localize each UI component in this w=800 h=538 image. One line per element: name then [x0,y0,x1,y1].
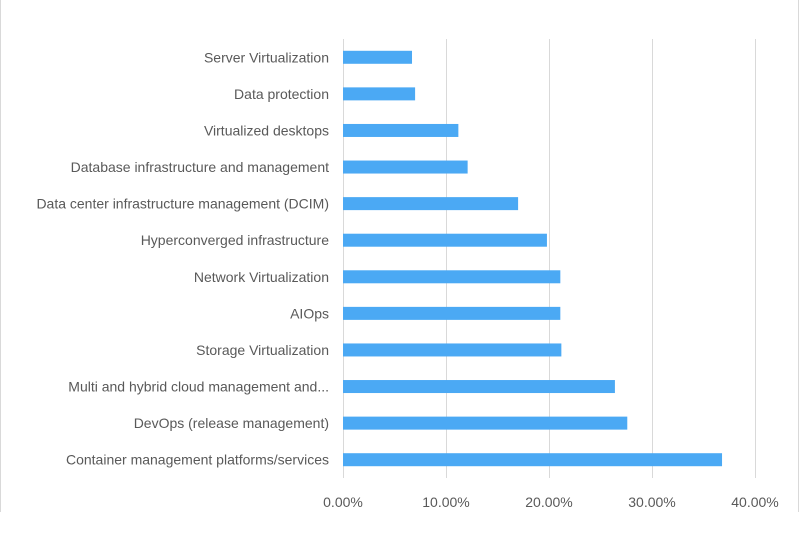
category-label: Database infrastructure and management [71,159,329,175]
category-label: Storage Virtualization [196,342,329,358]
x-tick-label: 20.00% [525,494,572,510]
category-label: Virtualized desktops [204,122,329,138]
category-label: Data protection [234,86,329,102]
bar [343,306,561,320]
bars [343,50,723,467]
category-label: Data center infrastructure management (D… [36,196,329,212]
category-label: Hyperconverged infrastructure [141,232,330,248]
category-label: Container management platforms/services [66,452,329,468]
x-tick-labels: 0.00% 10.00% 20.00% 30.00% 40.00% [323,494,779,510]
bar [343,416,628,430]
x-tick-label: 10.00% [422,494,469,510]
bar [343,270,561,284]
x-tick-label: 40.00% [731,494,778,510]
category-label: Server Virtualization [204,49,329,65]
bar [343,343,562,357]
bar [343,380,615,394]
bar [343,160,468,174]
bar [343,453,723,467]
bar [343,123,459,137]
bar [343,233,547,247]
chart-border-left [0,0,1,512]
gridlines [343,39,756,478]
bar [343,50,413,64]
x-tick-label: 0.00% [323,494,363,510]
category-labels: Server Virtualization Data protection Virt… [36,49,329,467]
category-label: Multi and hybrid cloud management and... [68,379,329,395]
category-label: AIOps [290,305,329,321]
category-label: Network Virtualization [194,269,329,285]
category-label: DevOps (release management) [134,415,329,431]
x-tick-label: 30.00% [628,494,675,510]
bar [343,197,519,211]
bar [343,87,416,101]
chart-border-right [798,0,799,512]
